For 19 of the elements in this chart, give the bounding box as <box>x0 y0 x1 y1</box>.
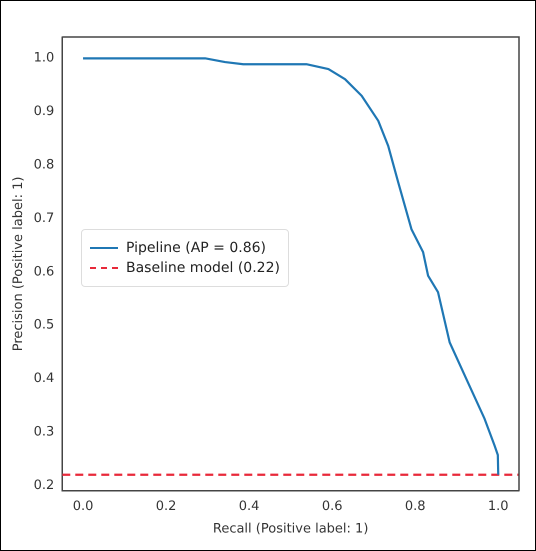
y-tick-label: 0.6 <box>34 264 54 280</box>
y-tick-label: 0.5 <box>34 318 54 333</box>
x-tick-label: 0.6 <box>322 498 342 514</box>
x-axis-title: Recall (Positive label: 1) <box>212 522 368 537</box>
y-tick-label: 0.2 <box>34 478 54 493</box>
x-tick-label: 0.0 <box>72 498 94 514</box>
x-tick-label: 0.4 <box>238 498 260 514</box>
x-tick-label: 0.2 <box>156 498 176 514</box>
y-tick-label: 0.7 <box>34 210 54 226</box>
y-tick-label: 0.3 <box>34 424 54 440</box>
y-tick-label: 0.9 <box>34 104 54 120</box>
y-axis-title: Precision (Positive label: 1) <box>11 176 26 352</box>
y-tick-label: 0.4 <box>34 371 54 386</box>
legend-label: Pipeline (AP = 0.86) <box>126 240 266 256</box>
x-tick-label: 0.8 <box>404 498 426 514</box>
y-tick-label: 0.8 <box>34 158 54 173</box>
y-tick-label: 1.0 <box>34 50 54 66</box>
legend-label: Baseline model (0.22) <box>126 260 280 276</box>
x-tick-label: 1.0 <box>488 498 509 514</box>
